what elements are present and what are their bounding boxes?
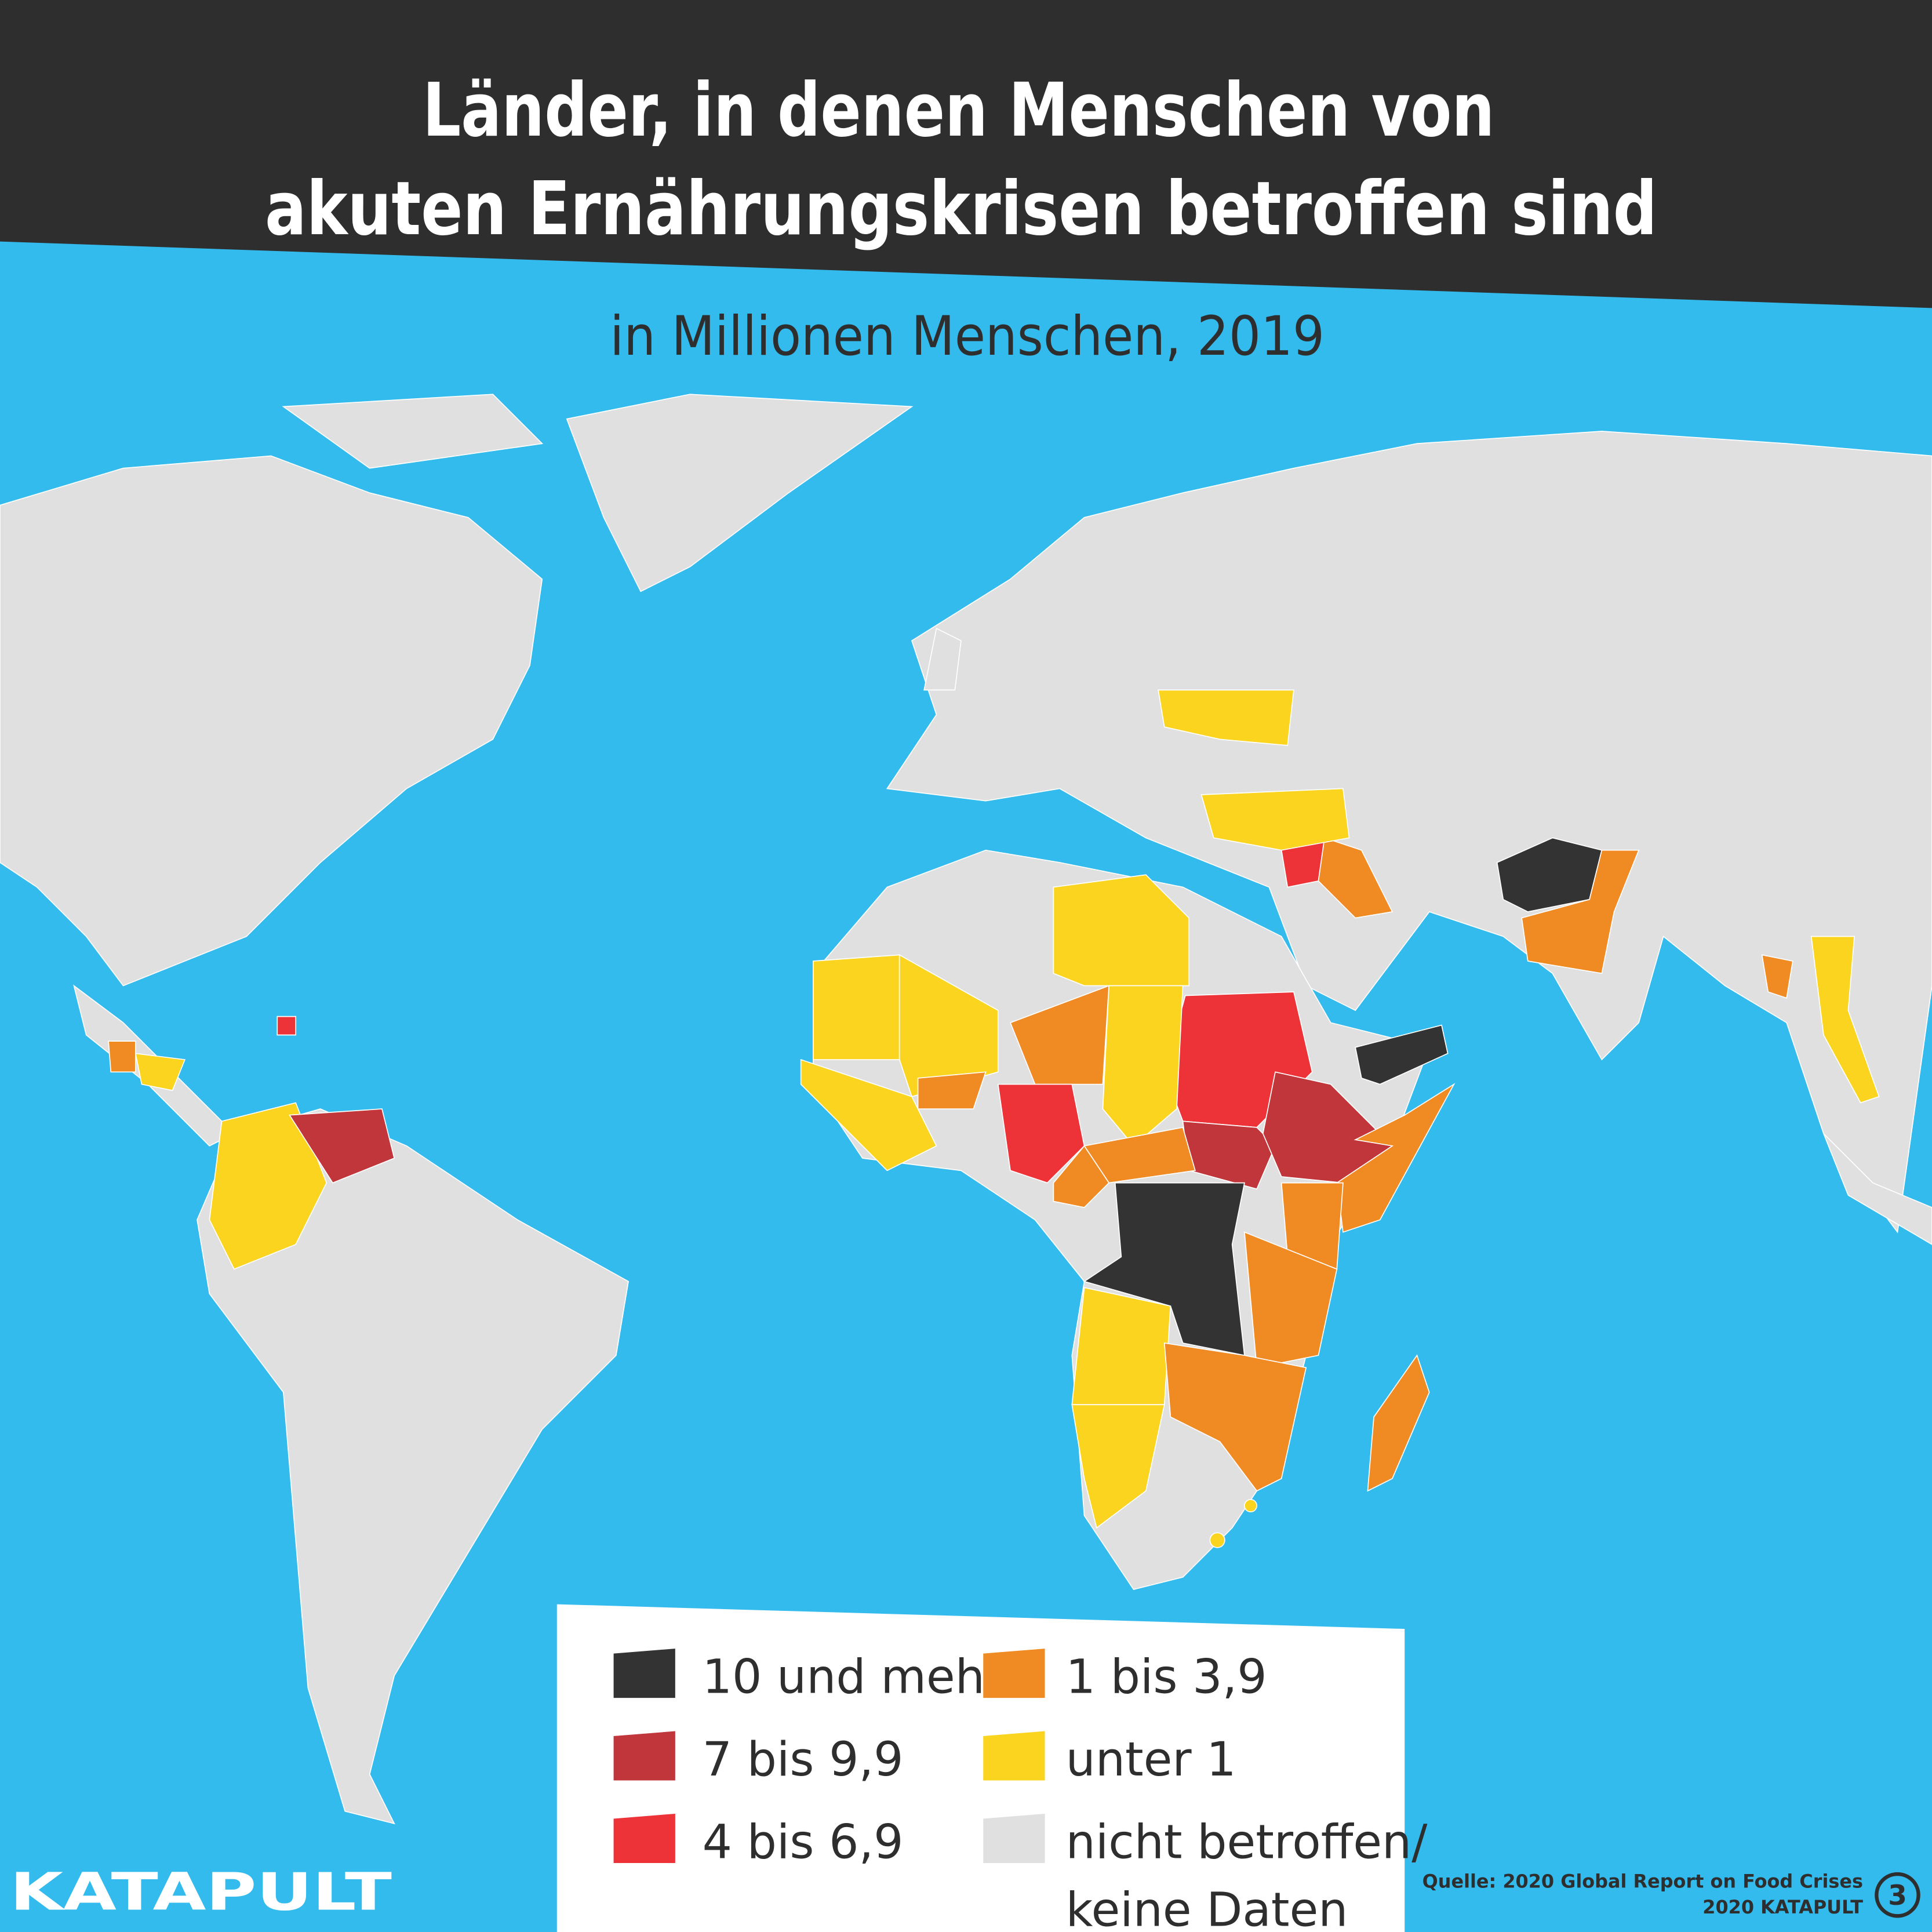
mauritania — [813, 954, 900, 1060]
legend-label: 1 bis 3,9 — [1066, 1650, 1267, 1705]
cameroon — [1053, 1145, 1110, 1209]
east-africa — [1243, 1231, 1338, 1369]
southern-africa — [1163, 1342, 1307, 1492]
source: Quelle: 2020 Global Report on Food Crise… — [1422, 1870, 1863, 1892]
title-line: Länder, in denen Menschen von — [423, 68, 1494, 154]
burkina-faso — [917, 1071, 987, 1109]
title-line: akuten Ernährungskrisen betroffen sind — [265, 166, 1657, 252]
south-america — [197, 1108, 630, 1825]
libya — [1053, 874, 1190, 987]
legend-swatch — [613, 1813, 675, 1863]
legend-swatch — [613, 1731, 675, 1781]
haiti — [276, 1016, 297, 1036]
angola — [1071, 1287, 1171, 1406]
subtitle: in Millionen Menschen, 2019 — [610, 305, 1325, 368]
niger — [1009, 985, 1110, 1085]
legend-label: 10 und mehr — [703, 1650, 1005, 1705]
north-america — [0, 455, 543, 987]
nigeria — [997, 1083, 1085, 1184]
title-band — [0, 0, 1932, 308]
greenland — [566, 394, 914, 592]
brand-logo: KATAPULT — [10, 1862, 392, 1923]
lesotho — [1209, 1532, 1225, 1548]
legend-label: 4 bis 6,9 — [703, 1815, 904, 1869]
legend-swatch — [983, 1813, 1045, 1863]
chad — [1102, 985, 1184, 1147]
honduras — [134, 1053, 186, 1091]
turkey — [1200, 788, 1350, 851]
legend-swatch — [983, 1731, 1045, 1781]
legend-box — [556, 1604, 1405, 1932]
iraq — [1318, 837, 1393, 919]
west-africa — [800, 1058, 937, 1171]
copyright: 2020 KATAPULT — [1702, 1896, 1863, 1918]
arctic-islands — [282, 394, 544, 469]
pakistan — [1521, 849, 1640, 974]
legend-label: unter 1 — [1066, 1733, 1236, 1787]
affected-countries — [108, 689, 1880, 1548]
southeast-asia-islands — [1823, 1133, 1932, 1245]
eswatini — [1244, 1499, 1258, 1513]
guatemala — [108, 1040, 136, 1073]
dr-congo — [1083, 1182, 1245, 1356]
somalia — [1336, 1083, 1456, 1233]
legend-label: nicht betroffen/ — [1066, 1815, 1428, 1869]
great-britain — [923, 627, 962, 691]
myanmar — [1810, 936, 1880, 1104]
namibia — [1071, 1404, 1165, 1529]
yemen — [1355, 1024, 1449, 1085]
eurasia — [886, 431, 1932, 1234]
legend-label: keine Daten — [1066, 1883, 1348, 1932]
madagascar — [1367, 1354, 1430, 1492]
legend-label: 7 bis 9,9 — [703, 1733, 904, 1787]
legend-swatch — [983, 1649, 1045, 1698]
ukraine — [1158, 689, 1294, 746]
issue-badge — [1875, 1872, 1920, 1918]
issue-number: 3 — [1888, 1880, 1907, 1912]
venezuela — [289, 1108, 395, 1184]
bangladesh — [1761, 954, 1793, 999]
legend-swatch — [613, 1649, 675, 1698]
colombia — [209, 1102, 328, 1270]
legend: 10 und mehr 7 bis 9,9 4 bis 6,9 1 bis 3,9 un… — [613, 1649, 1428, 1932]
